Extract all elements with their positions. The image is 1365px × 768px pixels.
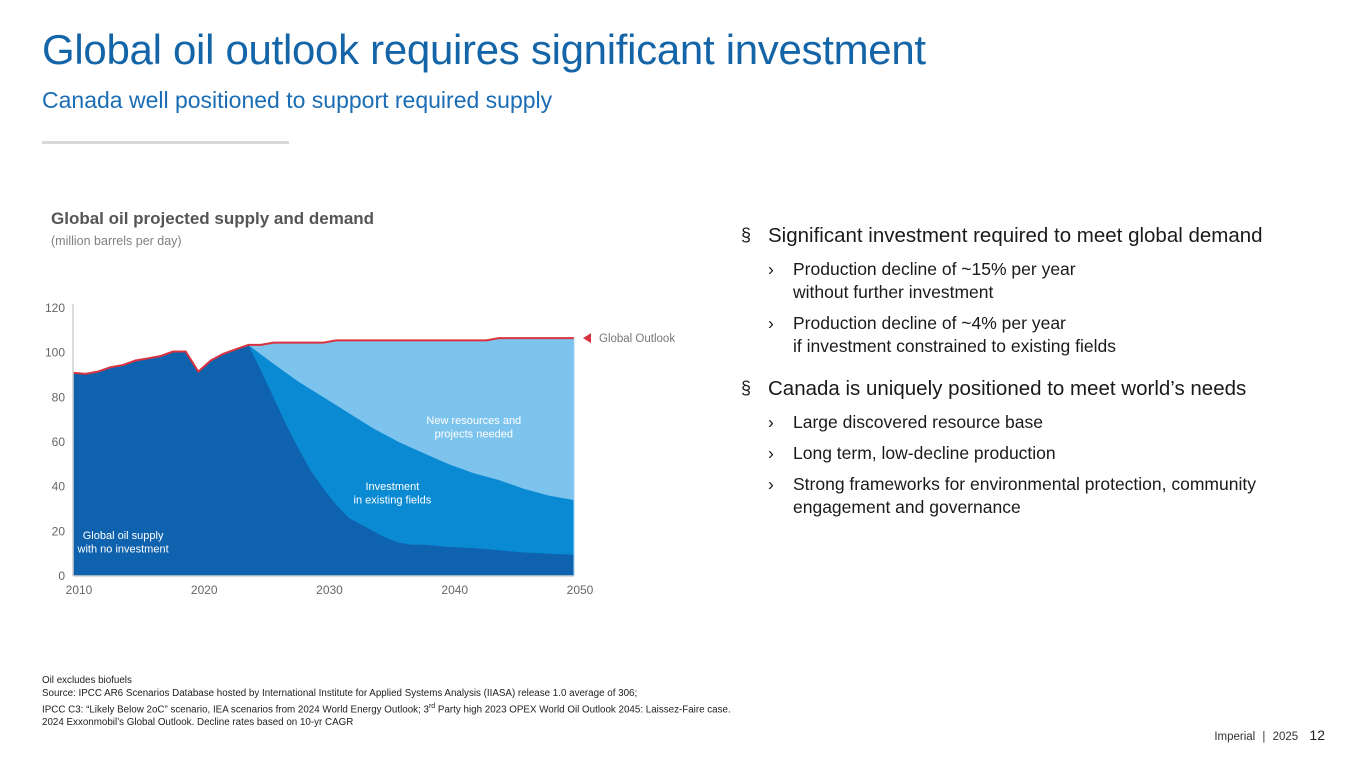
y-tick-label: 120: [45, 301, 65, 315]
page-number: 12: [1309, 727, 1325, 743]
slide-title: Global oil outlook requires significant …: [42, 26, 926, 73]
bullet-canada: § Canada is uniquely positioned to meet …: [741, 375, 1341, 402]
chevron-right-icon: ›: [768, 412, 774, 432]
global-outlook-marker: [583, 333, 591, 344]
y-tick-label: 40: [52, 480, 66, 494]
investment-label: Investment: [365, 481, 419, 493]
x-tick-label: 2050: [567, 583, 594, 597]
footnotes: Oil excludes biofuels Source: IPCC AR6 S…: [42, 674, 731, 729]
y-tick-label: 0: [58, 569, 65, 583]
bullet-list: § Significant investment required to mee…: [741, 222, 1341, 519]
chevron-right-icon: ›: [768, 313, 774, 333]
sub-bullet-low-decline: › Long term, low-decline production: [741, 442, 1341, 465]
bullet-investment: § Significant investment required to mee…: [741, 222, 1341, 249]
y-tick-label: 100: [45, 346, 65, 360]
x-tick-label: 2030: [316, 583, 343, 597]
section-marker-icon: §: [741, 378, 752, 398]
chevron-right-icon: ›: [768, 474, 774, 494]
sub-bullet-text: without further investment: [793, 282, 994, 302]
x-tick-label: 2020: [191, 583, 218, 597]
section-marker-icon: §: [741, 225, 752, 245]
footer-year: 2025: [1272, 731, 1299, 743]
chevron-right-icon: ›: [768, 259, 774, 279]
bullet-canada-text: Canada is uniquely positioned to meet wo…: [768, 377, 1247, 400]
title-divider: [42, 141, 289, 144]
y-tick-label: 80: [52, 390, 66, 404]
footnote-line: IPCC C3: “Likely Below 2oC” scenario, IE…: [42, 700, 731, 716]
sub-bullet-text: Production decline of ~15% per year: [793, 259, 1076, 279]
sub-bullet-text: engagement and governance: [793, 497, 1021, 517]
footer-separator: |: [1262, 731, 1266, 743]
sub-bullet-text: if investment constrained to existing fi…: [793, 336, 1116, 356]
investment-label: in existing fields: [354, 494, 432, 506]
sub-bullet-text: Long term, low-decline production: [793, 443, 1056, 463]
chart-unit: (million barrels per day): [51, 234, 182, 248]
x-tick-label: 2040: [441, 583, 468, 597]
footnote-line: Source: IPCC AR6 Scenarios Database host…: [42, 688, 638, 699]
no-investment-label: with no investment: [77, 544, 169, 556]
sub-bullet-frameworks: › Strong frameworks for environmental pr…: [741, 473, 1341, 519]
sub-bullet-decline-4: › Production decline of ~4% per year if …: [741, 312, 1341, 358]
footnote-line: Oil excludes biofuels: [42, 675, 132, 686]
footnote-superscript: rd: [428, 703, 436, 710]
sub-bullet-text: Production decline of ~4% per year: [793, 313, 1066, 333]
global-outlook-line: [72, 337, 574, 375]
slide-subtitle: Canada well positioned to support requir…: [42, 87, 553, 113]
sub-bullet-decline-15: › Production decline of ~15% per year wi…: [741, 258, 1341, 304]
sub-bullet-text: Strong frameworks for environmental prot…: [793, 474, 1256, 494]
footnote-text: IPCC C3: “Likely Below 2oC” scenario, IE…: [42, 704, 429, 716]
chevron-right-icon: ›: [768, 443, 774, 463]
footer-company: Imperial: [1214, 731, 1256, 743]
footnote-text: Party high 2023 OPEX World Oil Outlook 2…: [435, 704, 731, 716]
x-tick-label: 2010: [66, 583, 93, 597]
bullet-investment-text: Significant investment required to meet …: [768, 224, 1263, 247]
no-investment-supply-area: [73, 344, 574, 576]
chart-title: Global oil projected supply and demand: [51, 209, 375, 228]
y-tick-label: 60: [52, 435, 66, 449]
y-tick-label: 20: [52, 524, 66, 538]
new-resources-label: projects needed: [435, 429, 513, 441]
global-outlook-label: Global Outlook: [599, 333, 675, 345]
sub-bullet-text: Large discovered resource base: [793, 412, 1044, 432]
no-investment-label: Global oil supply: [83, 530, 164, 542]
footnote-line: 2024 Exxonmobil’s Global Outlook. Declin…: [42, 717, 354, 729]
sub-bullet-resource-base: › Large discovered resource base: [741, 411, 1341, 434]
new-resources-label: New resources and: [426, 415, 521, 427]
footer: Imperial | 2025 12: [1214, 727, 1325, 743]
